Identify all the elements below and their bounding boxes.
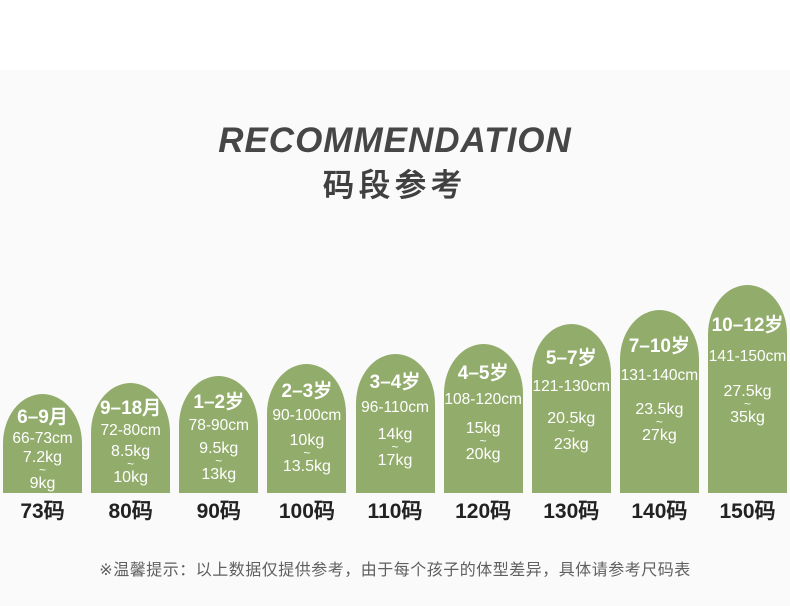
- tilde-separator: ~: [479, 434, 487, 448]
- age-range: 9–18月: [99, 398, 162, 419]
- size-label: 80码: [108, 500, 153, 523]
- size-label: 140码: [631, 500, 688, 523]
- title-block: RECOMMENDATION 码段参考: [0, 120, 790, 210]
- size-column-73: 6–9月 66-73cm 7.2kg ~ 9kg 73码: [3, 394, 82, 523]
- weight-min: 7.2kg: [22, 449, 63, 466]
- height-range: 90-100cm: [272, 407, 342, 424]
- size-arch: 3–4岁 96-110cm 14kg ~ 17kg: [355, 354, 435, 493]
- size-arch: 4–5岁 108-120cm 15kg ~ 20kg: [443, 344, 523, 493]
- size-column-110: 3–4岁 96-110cm 14kg ~ 17kg 110码: [355, 354, 435, 523]
- weight-range: 10kg ~ 13.5kg: [283, 432, 331, 475]
- size-label: 120码: [455, 500, 512, 523]
- tilde-separator: ~: [391, 440, 399, 454]
- age-range: 10–12岁: [711, 315, 784, 336]
- age-range: 3–4岁: [369, 372, 421, 393]
- weight-max: 10kg: [113, 469, 148, 486]
- height-range: 96-110cm: [361, 399, 429, 416]
- size-label: 110码: [367, 500, 423, 523]
- height-range: 121-130cm: [532, 378, 611, 395]
- weight-range: 7.2kg ~ 9kg: [23, 449, 62, 492]
- age-range: 7–10岁: [628, 336, 691, 357]
- size-arch: 1–2岁 78-90cm 9.5kg ~ 13kg: [179, 376, 259, 493]
- weight-max: 13kg: [201, 466, 237, 483]
- tilde-separator: ~: [215, 454, 223, 468]
- size-chart: 6–9月 66-73cm 7.2kg ~ 9kg 73码 9–18月 72-80…: [3, 283, 787, 523]
- height-range: 72-80cm: [100, 422, 161, 439]
- tilde-separator: ~: [655, 415, 663, 429]
- weight-range: 9.5kg ~ 13kg: [199, 440, 238, 483]
- size-label: 73码: [20, 500, 65, 523]
- tilde-separator: ~: [127, 457, 135, 471]
- page-title-zh: 码段参考: [323, 168, 467, 203]
- size-column-100: 2–3岁 90-100cm 10kg ~ 13.5kg 100码: [267, 364, 347, 523]
- age-range: 5–7岁: [545, 348, 597, 369]
- tilde-separator: ~: [567, 424, 575, 438]
- height-range: 131-140cm: [620, 367, 699, 384]
- size-arch: 5–7岁 121-130cm 20.5kg ~ 23kg: [531, 324, 611, 493]
- height-range: 108-120cm: [444, 391, 522, 408]
- weight-max: 9kg: [29, 475, 56, 492]
- weight-min: 27.5kg: [723, 383, 772, 400]
- weight-range: 20.5kg ~ 23kg: [547, 410, 595, 453]
- size-arch: 2–3岁 90-100cm 10kg ~ 13.5kg: [267, 364, 347, 493]
- size-arch: 9–18月 72-80cm 8.5kg ~ 10kg: [91, 383, 171, 493]
- tilde-separator: ~: [38, 463, 46, 477]
- size-column-140: 7–10岁 131-140cm 23.5kg ~ 27kg 140码: [619, 310, 699, 523]
- tilde-separator: ~: [743, 397, 751, 411]
- size-column-90: 1–2岁 78-90cm 9.5kg ~ 13kg 90码: [179, 376, 259, 523]
- size-arch: 6–9月 66-73cm 7.2kg ~ 9kg: [3, 394, 82, 493]
- size-column-120: 4–5岁 108-120cm 15kg ~ 20kg 120码: [443, 344, 523, 523]
- weight-max: 17kg: [377, 452, 413, 469]
- size-column-80: 9–18月 72-80cm 8.5kg ~ 10kg 80码: [91, 383, 171, 523]
- weight-range: 8.5kg ~ 10kg: [111, 443, 150, 486]
- weight-range: 14kg ~ 17kg: [378, 426, 413, 469]
- size-column-150: 10–12岁 141-150cm 27.5kg ~ 35kg 150码: [708, 285, 787, 523]
- height-range: 66-73cm: [12, 430, 73, 447]
- weight-min: 8.5kg: [111, 443, 151, 460]
- size-arch: 7–10岁 131-140cm 23.5kg ~ 27kg: [619, 310, 699, 493]
- weight-range: 27.5kg ~ 35kg: [723, 383, 771, 426]
- age-range: 4–5岁: [457, 363, 509, 384]
- tilde-separator: ~: [303, 446, 311, 460]
- weight-min: 20.5kg: [547, 410, 596, 427]
- size-column-130: 5–7岁 121-130cm 20.5kg ~ 23kg 130码: [531, 324, 611, 523]
- footnote: ※温馨提示：以上数据仅提供参考，由于每个孩子的体型差异，具体请参考尺码表: [99, 562, 691, 579]
- height-range: 78-90cm: [188, 417, 249, 434]
- weight-max: 13.5kg: [282, 458, 331, 475]
- size-arch: 10–12岁 141-150cm 27.5kg ~ 35kg: [708, 285, 787, 493]
- weight-max: 35kg: [730, 409, 765, 426]
- weight-min: 14kg: [377, 426, 413, 443]
- weight-range: 15kg ~ 20kg: [466, 420, 501, 463]
- page-title-en: RECOMMENDATION: [218, 121, 572, 160]
- size-label: 150码: [719, 500, 776, 523]
- age-range: 2–3岁: [281, 381, 333, 402]
- weight-range: 23.5kg ~ 27kg: [635, 401, 683, 444]
- weight-max: 23kg: [553, 436, 589, 453]
- weight-min: 23.5kg: [635, 401, 684, 418]
- size-label: 130码: [543, 500, 600, 523]
- size-label: 100码: [278, 500, 335, 523]
- height-range: 141-150cm: [708, 348, 787, 365]
- weight-min: 10kg: [289, 432, 325, 449]
- weight-min: 9.5kg: [199, 440, 239, 457]
- weight-min: 15kg: [465, 420, 501, 437]
- weight-max: 27kg: [642, 427, 677, 444]
- weight-max: 20kg: [465, 446, 501, 463]
- age-range: 1–2岁: [193, 392, 245, 413]
- size-label: 90码: [196, 500, 241, 523]
- age-range: 6–9月: [17, 407, 68, 428]
